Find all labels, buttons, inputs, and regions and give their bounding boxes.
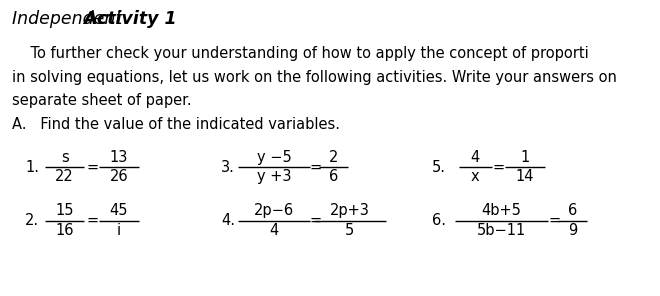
Text: 3.: 3. (221, 160, 235, 175)
Text: 5b−11: 5b−11 (477, 223, 526, 238)
Text: 5.: 5. (432, 160, 446, 175)
Text: 4: 4 (471, 150, 480, 165)
Text: =: = (86, 213, 98, 228)
Text: y −5: y −5 (257, 150, 291, 165)
Text: 5: 5 (345, 223, 354, 238)
Text: 15: 15 (55, 203, 74, 218)
Text: 2: 2 (329, 150, 338, 165)
Text: 22: 22 (55, 170, 74, 184)
Text: 26: 26 (110, 170, 128, 184)
Text: =: = (310, 213, 321, 228)
Text: i: i (117, 223, 121, 238)
Text: A.   Find the value of the indicated variables.: A. Find the value of the indicated varia… (12, 117, 340, 132)
Text: Activity 1: Activity 1 (12, 10, 176, 28)
Text: =: = (310, 160, 321, 175)
Text: 6.: 6. (432, 213, 446, 228)
Text: =: = (86, 160, 98, 175)
Text: 2p+3: 2p+3 (330, 203, 370, 218)
Text: =: = (492, 160, 504, 175)
Text: s: s (61, 150, 69, 165)
Text: 6: 6 (568, 203, 578, 218)
Text: 45: 45 (110, 203, 128, 218)
Text: 4.: 4. (221, 213, 235, 228)
Text: 16: 16 (55, 223, 74, 238)
Text: x: x (471, 170, 480, 184)
Text: separate sheet of paper.: separate sheet of paper. (12, 93, 191, 108)
Text: 2p−6: 2p−6 (254, 203, 294, 218)
Text: 1.: 1. (25, 160, 39, 175)
Text: =: = (548, 213, 560, 228)
Text: 1: 1 (520, 150, 529, 165)
Text: 2.: 2. (25, 213, 39, 228)
Text: 4: 4 (269, 223, 279, 238)
Text: in solving equations, let us work on the following activities. Write your answer: in solving equations, let us work on the… (12, 70, 616, 85)
Text: 14: 14 (515, 170, 534, 184)
Text: 4b+5: 4b+5 (482, 203, 521, 218)
Text: y +3: y +3 (257, 170, 291, 184)
Text: 6: 6 (329, 170, 338, 184)
Text: 13: 13 (110, 150, 128, 165)
Text: 9: 9 (568, 223, 578, 238)
Text: To further check your understanding of how to apply the concept of proporti: To further check your understanding of h… (12, 46, 589, 61)
Text: Independent: Independent (12, 10, 127, 28)
